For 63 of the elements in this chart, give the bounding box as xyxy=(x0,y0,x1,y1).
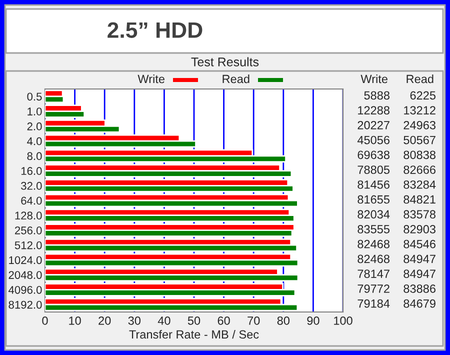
legend-label: Write xyxy=(138,74,164,84)
text: 84546 xyxy=(404,240,436,248)
text: 79184 xyxy=(358,299,390,308)
text: 79772 xyxy=(358,284,390,293)
x-tick-label: 90 xyxy=(307,316,320,325)
text: 6225 xyxy=(410,91,436,100)
x-tick-label: 100 xyxy=(334,316,352,325)
text: 78805 xyxy=(358,166,390,174)
text: 82903 xyxy=(404,225,436,234)
x-tick-label: 60 xyxy=(218,316,230,325)
text: 84679 xyxy=(404,299,436,308)
text: 84947 xyxy=(404,270,436,278)
text: 81655 xyxy=(358,195,390,204)
x-tick-label: 50 xyxy=(188,316,200,325)
y-tick-label: 128.0 xyxy=(15,212,42,220)
text: 80838 xyxy=(404,150,436,160)
text: 84947 xyxy=(404,254,436,264)
text: 83284 xyxy=(404,180,436,189)
text: 45056 xyxy=(357,136,390,144)
text: 20227 xyxy=(358,120,390,130)
text: 13212 xyxy=(404,106,436,114)
text: 5888 xyxy=(364,91,390,100)
x-tick-label: 70 xyxy=(248,316,260,325)
text: Read xyxy=(406,74,434,84)
x-tick-label: 0 xyxy=(42,316,48,325)
text: Write xyxy=(360,74,388,84)
text: 81456 xyxy=(358,180,390,189)
y-tick-label: 64.0 xyxy=(21,196,42,205)
y-tick-label: 1024.0 xyxy=(9,256,42,264)
x-tick-label: 40 xyxy=(158,316,170,325)
text: 82666 xyxy=(404,166,436,174)
text: 83578 xyxy=(404,210,436,219)
y-tick-label: 2.0 xyxy=(27,122,42,130)
chart-subtitle: Test Results xyxy=(191,57,259,66)
x-tick-label: 10 xyxy=(69,316,81,325)
text: 83886 xyxy=(404,284,436,293)
x-axis-title: Transfer Rate - MB / Sec xyxy=(129,330,259,339)
y-tick-label: 8192.0 xyxy=(8,300,42,309)
x-tick-label: 20 xyxy=(98,316,111,325)
y-tick-label: 8.0 xyxy=(27,152,42,160)
y-tick-label: 32.0 xyxy=(21,182,42,190)
text: 78147 xyxy=(358,270,390,278)
chart-title: 2.5” HDD xyxy=(108,22,202,38)
y-tick-label: 16.0 xyxy=(21,167,42,175)
text: 82468 xyxy=(358,254,390,264)
text: 69638 xyxy=(358,150,390,160)
text: 50567 xyxy=(404,136,436,144)
y-tick-label: 4096.0 xyxy=(8,286,42,294)
text: 24963 xyxy=(404,120,436,130)
text: 82034 xyxy=(358,210,390,219)
text: 82468 xyxy=(358,240,390,248)
y-tick-label: 512.0 xyxy=(14,241,42,250)
text: 84821 xyxy=(404,195,436,204)
x-tick-label: 80 xyxy=(277,316,290,325)
text: 12288 xyxy=(358,106,390,114)
legend-label: Read xyxy=(222,74,250,84)
y-tick-label: 0.5 xyxy=(27,92,42,101)
y-tick-label: 256.0 xyxy=(14,226,42,234)
y-tick-label: 1.0 xyxy=(28,108,42,116)
y-tick-label: 2048.0 xyxy=(8,271,42,279)
y-tick-label: 4.0 xyxy=(27,137,42,146)
text: 83555 xyxy=(358,225,390,234)
x-tick-label: 30 xyxy=(128,316,141,325)
